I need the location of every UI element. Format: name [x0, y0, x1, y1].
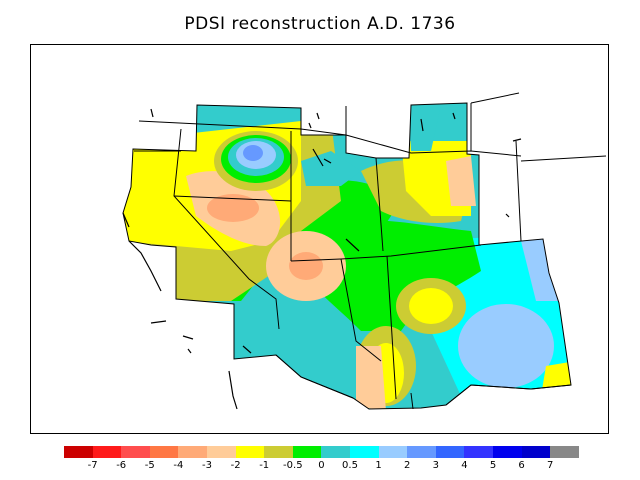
legend-swatch: [92, 446, 122, 458]
legend-swatch: [435, 446, 465, 458]
legend-swatch: [550, 446, 579, 458]
legend-swatch: [492, 446, 522, 458]
field-tan-south: [356, 346, 386, 409]
legend-tick-label: -4: [173, 460, 184, 471]
lake-3: [420, 118, 424, 132]
legend-tick-label: 6: [518, 460, 525, 471]
province-line-east: [470, 92, 520, 104]
mexico-border: [275, 354, 354, 399]
colorado-west-line: [386, 255, 397, 400]
legend-swatch: [178, 446, 207, 458]
legend-tick-label: -0.5: [283, 460, 303, 471]
legend-tick-label: 1: [375, 460, 382, 471]
legend-tick-label: -7: [87, 460, 98, 471]
coast-2: [128, 240, 162, 292]
canada-border-east: [345, 134, 522, 157]
legend-swatch: [464, 446, 493, 458]
legend-colorbar: [64, 446, 579, 458]
legend-swatch: [407, 446, 436, 458]
legend-swatch: [235, 446, 265, 458]
dakota-line: [520, 155, 607, 162]
legend-tick-label: 4: [461, 460, 468, 471]
idaho-nevada-line: [173, 195, 292, 202]
island-2: [316, 112, 320, 120]
island-6: [182, 335, 194, 340]
coast-1: [122, 212, 130, 228]
legend-tick-label: -2: [230, 460, 241, 471]
political-boundaries: [134, 92, 607, 410]
map-title: PDSI reconstruction A.D. 1736: [184, 14, 456, 34]
island-1: [150, 108, 154, 118]
island-3: [308, 122, 312, 129]
legend-tick-label: 2: [404, 460, 411, 471]
field-teal-montana: [301, 151, 361, 186]
arizona-line: [340, 258, 382, 362]
legend-swatch: [349, 446, 379, 458]
border-stub: [410, 392, 414, 410]
island-8: [242, 345, 252, 354]
field-blue-north-cell: [243, 145, 263, 161]
lake-2: [323, 158, 332, 164]
legend-swatch: [378, 446, 408, 458]
island-7: [187, 348, 192, 354]
great-salt-lake: [345, 238, 360, 252]
field-orange-central: [289, 252, 323, 280]
field-tan-northeast: [446, 156, 476, 206]
wyoming-east-line: [375, 157, 384, 252]
legend-tick-label: -6: [116, 460, 127, 471]
legend-tick-label: 5: [489, 460, 497, 471]
coast-details: [122, 108, 522, 410]
legend-swatch: [292, 446, 322, 458]
field-orange-west: [207, 194, 259, 222]
legend-tick-label: 0: [318, 460, 325, 471]
field-yellow-southeast: [541, 361, 571, 396]
field-yellow-center: [409, 288, 453, 324]
legend-swatch: [149, 446, 179, 458]
dakota-east-line: [515, 140, 522, 242]
lake-5: [512, 138, 522, 142]
legend-swatch: [521, 446, 551, 458]
baja-coast: [228, 370, 238, 410]
canada-border-west: [138, 120, 347, 136]
legend-tick-label: -1: [259, 460, 270, 471]
legend-tick-label: -5: [144, 460, 155, 471]
legend-tick-label: 3: [432, 460, 439, 471]
legend-tick-label: -3: [202, 460, 212, 471]
utah-colorado-north: [290, 244, 482, 262]
legend-swatch: [64, 446, 93, 458]
field-lightblue-southeast: [458, 304, 554, 388]
lake-1: [312, 148, 324, 167]
texas-border: [445, 384, 572, 406]
field-teal-northeast: [409, 105, 441, 151]
map-frame: [30, 44, 609, 434]
legend-swatch: [121, 446, 150, 458]
legend-tick-label: 0.5: [342, 460, 358, 471]
lake-6: [505, 213, 510, 218]
legend-swatch: [264, 446, 293, 458]
lake-4: [452, 112, 456, 120]
legend-swatch: [321, 446, 350, 458]
legend-swatch: [206, 446, 236, 458]
california-nevada-line: [173, 128, 280, 330]
pdsi-map: [122, 92, 607, 410]
island-5: [150, 320, 167, 324]
legend-tick-label: 7: [547, 460, 554, 471]
